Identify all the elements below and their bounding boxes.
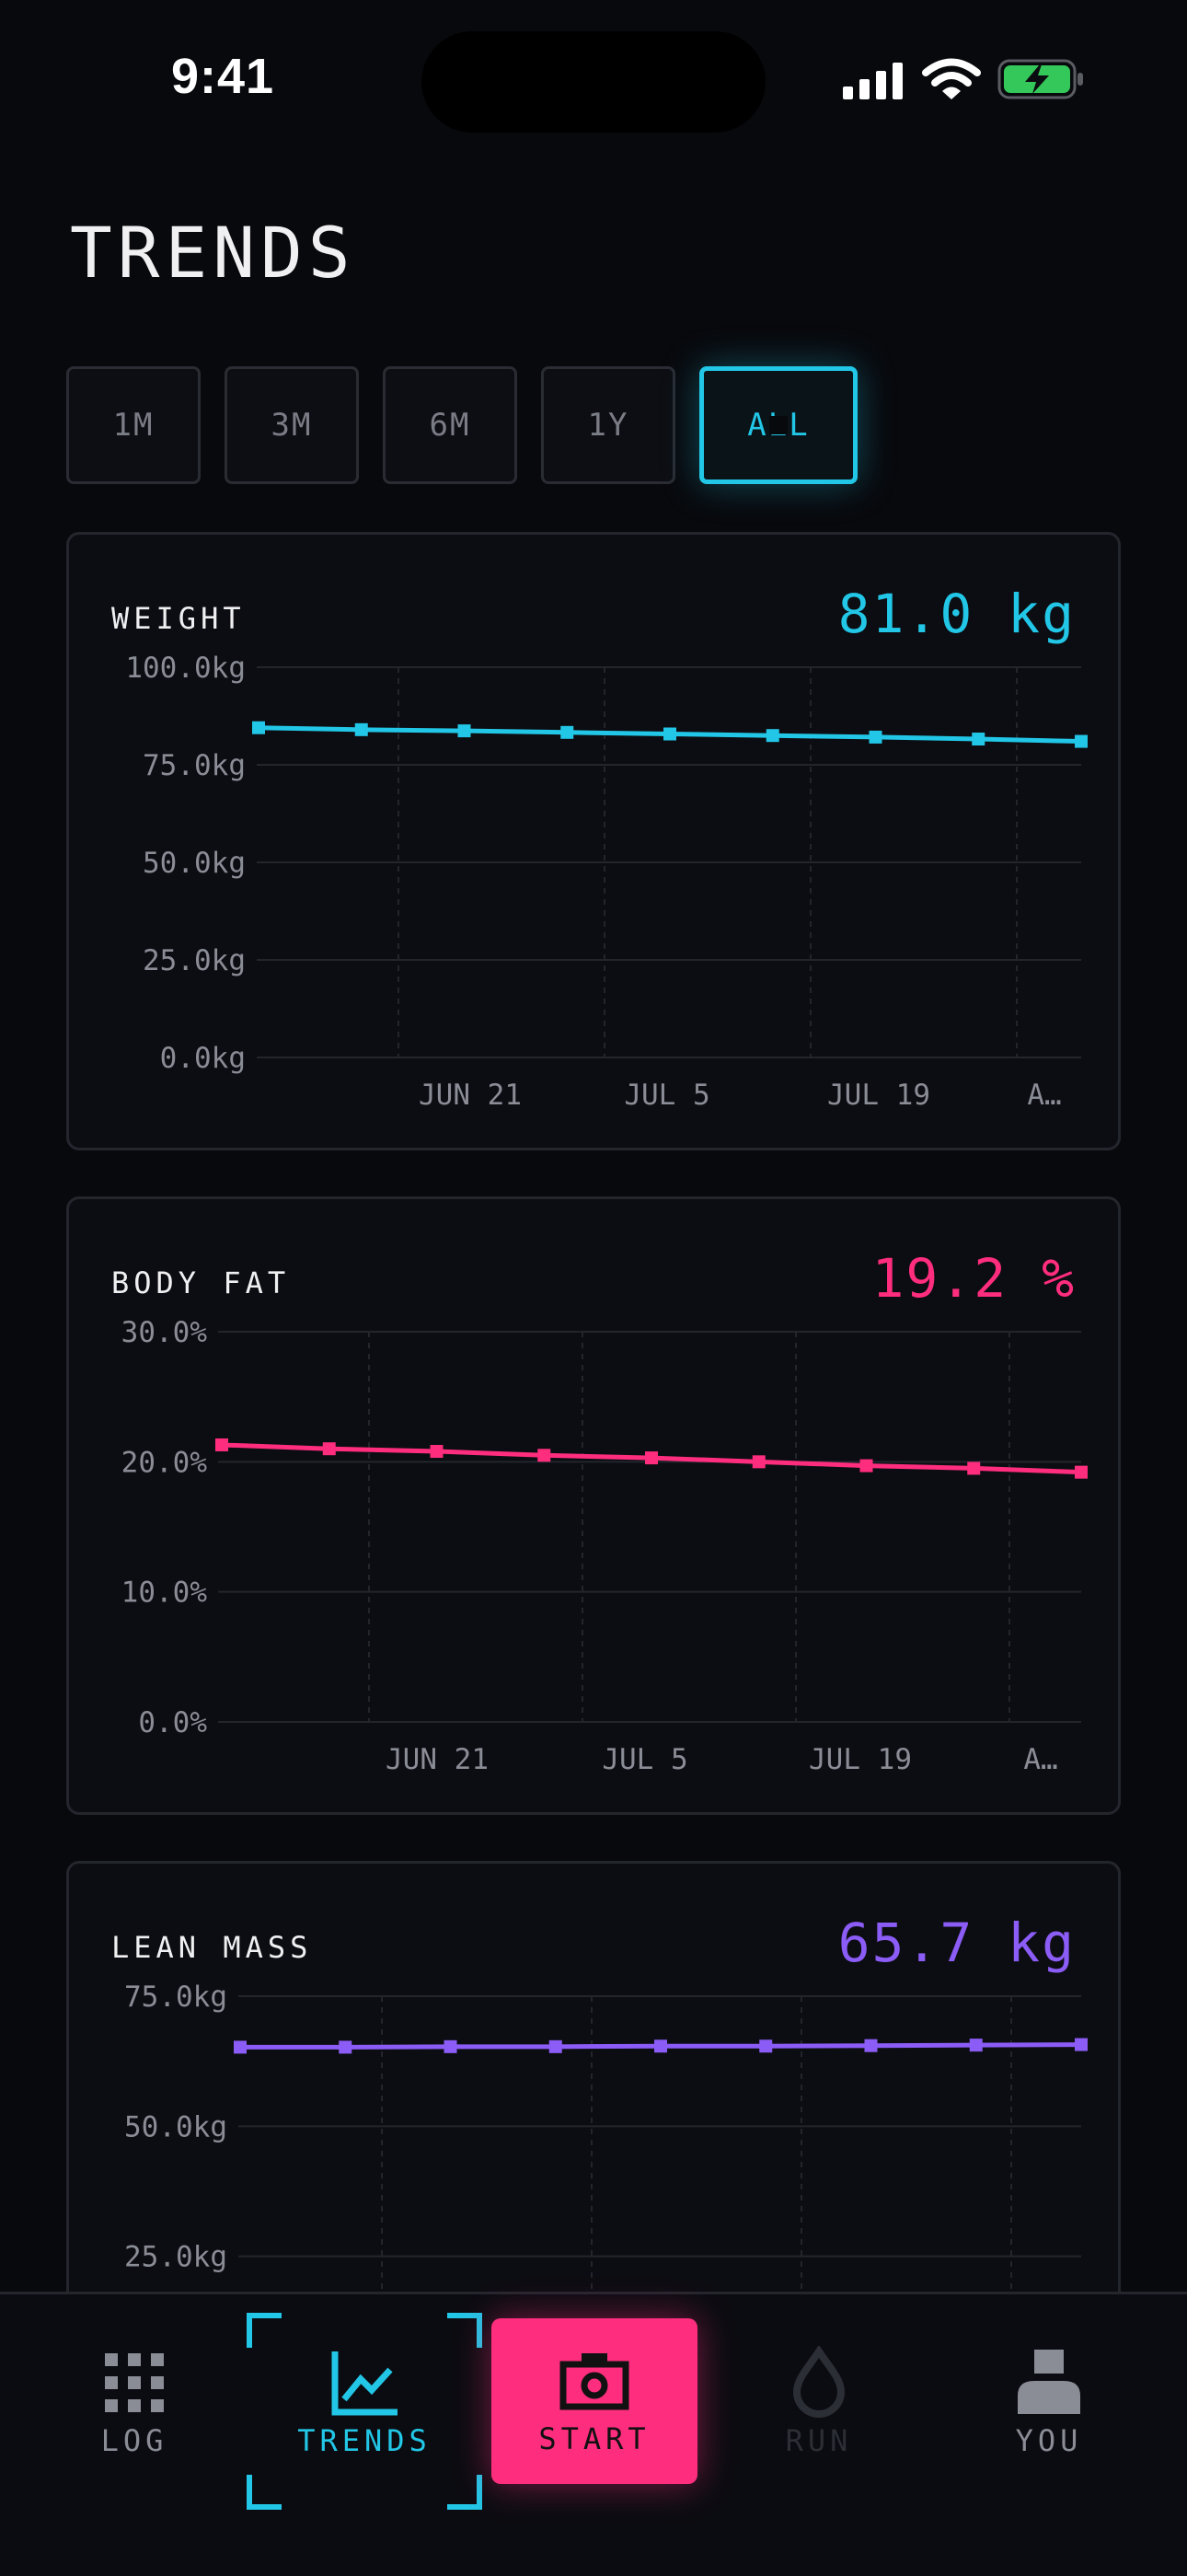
y-tick-label: 25.0kg [143,944,246,977]
grid-icon [105,2353,164,2412]
page-title: TRENDS [70,212,356,294]
cellular-signal-icon [843,63,903,99]
range-label: ALL [747,407,810,444]
data-point [1075,734,1088,748]
data-point [752,1455,766,1469]
data-point [444,2039,457,2053]
weight-card[interactable]: WEIGHT 81.0 kg 100.0kg 75.0kg 50.0kg 25.0kg… [66,532,1121,1150]
camera-icon [559,2353,629,2410]
data-point [967,1461,981,1475]
y-tick-label: 100.0kg [125,652,246,685]
battery-charging-icon [997,59,1083,99]
data-point [1075,2038,1088,2051]
data-point [457,724,471,738]
range-1y-button[interactable]: 1Y [541,366,675,484]
bodyfat-card[interactable]: BODY FAT 19.2 % 30.0% 20.0% 10.0% 0.0% JUN 2… [66,1196,1121,1815]
bodyfat-chart: 30.0% 20.0% 10.0% 0.0% JUN 21 JUL 5 JUL 19 A… [121,1316,1088,1776]
data-point [354,722,368,736]
x-tick-label: JUL 5 [602,1743,687,1776]
tab-trends[interactable]: TRENDS [247,2294,482,2524]
range-1m-button[interactable]: 1M [66,366,201,484]
y-tick-label: 0.0kg [160,1042,246,1075]
selection-bracket [247,2313,282,2348]
status-time: 9:41 [171,49,275,104]
data-point [215,1438,228,1451]
data-point [322,1442,336,1456]
range-3m-button[interactable]: 3M [225,366,359,484]
lean-mass-value: 65.7 kg [837,1912,1076,1974]
x-tick-label: A… [1023,1743,1057,1776]
selection-bracket [247,2475,282,2510]
data-point [234,2040,247,2054]
lean-mass-label: LEAN MASS [111,1930,313,1965]
status-bar: 9:41 [0,0,1187,156]
y-tick-label: 75.0kg [143,749,246,782]
data-point [548,2039,562,2053]
start-label: START [538,2421,651,2456]
range-6m-button[interactable]: 6M [383,366,517,484]
x-tick-label: JUL 5 [624,1079,709,1112]
x-tick-label: JUN 21 [386,1743,489,1776]
bodyfat-value: 19.2 % [871,1247,1076,1310]
data-point [969,2039,983,2052]
selection-bracket [447,2313,482,2348]
start-button[interactable]: START [491,2318,697,2484]
data-point [864,2039,878,2052]
data-point [766,729,779,743]
data-point [430,1445,444,1459]
person-icon [1018,2350,1080,2414]
range-label: 6M [429,407,471,444]
data-point [654,2039,667,2053]
y-tick-label: 50.0kg [124,2110,227,2143]
x-tick-label: A… [1027,1079,1061,1112]
weight-value: 81.0 kg [837,583,1076,645]
data-point [869,730,882,744]
range-label: 3M [271,407,313,444]
data-point [339,2040,352,2054]
x-tick-label: JUL 19 [827,1079,930,1112]
range-label: 1Y [587,407,629,444]
data-point [972,733,985,746]
data-point [859,1459,873,1473]
data-point [537,1449,551,1462]
tab-label: YOU [1015,2423,1083,2458]
y-tick-label: 20.0% [121,1446,208,1479]
y-tick-label: 10.0% [121,1577,208,1610]
weight-chart: 100.0kg 75.0kg 50.0kg 25.0kg 0.0kg JUN 21 JUL … [125,652,1088,1112]
weight-label: WEIGHT [111,601,246,636]
tab-log[interactable]: LOG [33,2294,236,2524]
range-all-button[interactable]: ALL [699,366,858,484]
bodyfat-label: BODY FAT [111,1265,291,1300]
data-point [252,721,265,734]
data-point [759,2039,773,2053]
drop-icon [792,2346,846,2418]
y-tick-label: 25.0kg [124,2241,227,2274]
tab-label: RUN [785,2423,853,2458]
range-label: 1M [112,407,155,444]
y-tick-label: 75.0kg [124,1981,227,2014]
data-point [560,725,574,739]
tab-you[interactable]: YOU [948,2294,1150,2524]
x-tick-label: JUN 21 [419,1079,522,1112]
tab-run[interactable]: RUN [718,2294,920,2524]
tab-bar: LOG TRENDS START RUN YOU [0,2292,1187,2576]
y-tick-label: 0.0% [138,1706,207,1739]
chart-icon [331,2351,398,2416]
y-tick-label: 30.0% [121,1316,208,1349]
dynamic-island [421,31,766,133]
tab-label: LOG [100,2423,168,2458]
x-tick-label: JUL 19 [809,1743,912,1776]
selection-bracket [447,2475,482,2510]
data-point [1075,1465,1088,1479]
data-point [645,1451,658,1465]
wifi-icon [922,58,981,99]
tab-label: TRENDS [297,2423,432,2458]
data-point [663,727,676,741]
y-tick-label: 50.0kg [143,847,246,880]
